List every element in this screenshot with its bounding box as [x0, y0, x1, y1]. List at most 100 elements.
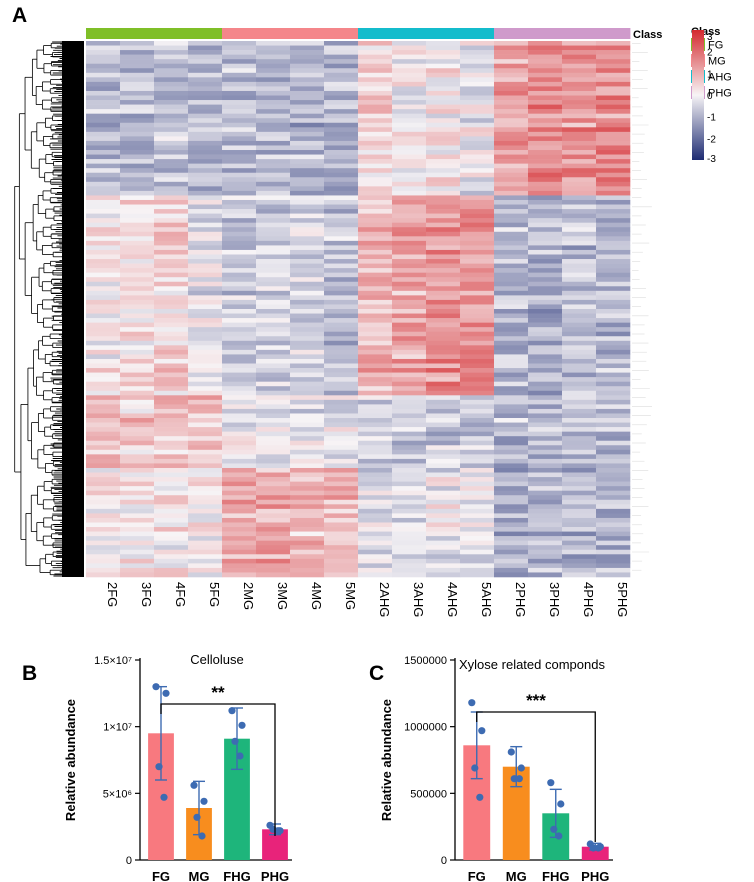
heatmap-cell — [460, 472, 495, 478]
heatmap-cell — [596, 186, 631, 192]
heatmap-cell — [426, 513, 461, 519]
heatmap-cell — [86, 163, 121, 169]
heatmap-cell — [222, 549, 257, 555]
y-tick-label: 1×10⁷ — [103, 722, 132, 734]
heatmap-cell — [188, 286, 223, 292]
heatmap-cell — [494, 145, 529, 151]
heatmap-cell — [154, 517, 189, 523]
heatmap-cell — [528, 304, 563, 310]
heatmap-cell — [188, 508, 223, 514]
heatmap-cell — [290, 549, 325, 555]
heatmap-cell — [358, 377, 393, 382]
heatmap-cell — [528, 45, 563, 51]
heatmap-cell — [222, 567, 257, 573]
heatmap-cell — [154, 299, 189, 305]
heatmap-cell — [154, 345, 189, 351]
heatmap-cell — [528, 345, 563, 351]
heatmap-cell — [324, 86, 359, 92]
heatmap-cell — [86, 240, 121, 246]
heatmap-cell — [358, 140, 393, 146]
heatmap-cell — [290, 299, 325, 305]
heatmap-cell — [596, 313, 631, 319]
significance-bracket — [476, 711, 596, 842]
heatmap-cell — [358, 259, 393, 264]
heatmap-cell — [460, 422, 495, 428]
heatmap-cell — [222, 172, 257, 178]
heatmap-cell — [290, 536, 325, 541]
heatmap-cell — [120, 281, 155, 287]
heatmap-cell — [222, 190, 257, 196]
heatmap-cell — [222, 531, 257, 537]
heatmap-cell — [324, 386, 359, 392]
heatmap-cell — [358, 295, 393, 301]
heatmap-cell — [358, 309, 393, 314]
heatmap-cell — [86, 254, 121, 260]
heatmap-cell — [426, 368, 461, 373]
heatmap-cell — [460, 486, 495, 491]
column-label: 3PHG — [547, 582, 562, 617]
heatmap-cell — [460, 454, 495, 460]
heatmap-cell — [256, 486, 291, 491]
heatmap-cell — [596, 531, 631, 537]
heatmap-cell — [324, 195, 359, 201]
heatmap-cell — [222, 181, 257, 187]
heatmap-cell — [188, 140, 223, 146]
heatmap-cell — [596, 504, 631, 510]
heatmap-cell — [528, 358, 563, 364]
heatmap-cell — [86, 536, 121, 541]
heatmap-cell — [460, 467, 495, 473]
heatmap-cell — [528, 268, 563, 273]
heatmap-cell — [120, 290, 155, 296]
heatmap-cell — [86, 354, 121, 360]
heatmap-cell — [494, 95, 529, 101]
heatmap-cell — [256, 240, 291, 246]
heatmap-cell — [358, 222, 393, 228]
heatmap-cell — [188, 309, 223, 314]
heatmap-cell — [358, 313, 393, 319]
data-point-fhg — [557, 800, 565, 808]
heatmap-cell — [256, 318, 291, 323]
heatmap-cell — [120, 136, 155, 142]
heatmap-cell — [528, 472, 563, 478]
heatmap-cell — [460, 499, 495, 505]
heatmap-cell — [562, 295, 597, 301]
heatmap-cell — [494, 272, 529, 278]
heatmap-cell — [290, 272, 325, 278]
heatmap-cell — [120, 349, 155, 355]
heatmap-cell — [188, 231, 223, 237]
heatmap-cell — [392, 231, 427, 237]
heatmap-cell — [290, 427, 325, 432]
heatmap-cell — [426, 172, 461, 178]
heatmap-cell — [358, 408, 393, 414]
heatmap-cell — [324, 363, 359, 369]
heatmap-cell — [392, 100, 427, 105]
class-bar-segment-mg — [222, 28, 257, 39]
heatmap-cell — [324, 377, 359, 382]
heatmap-cell — [154, 499, 189, 505]
heatmap-cell — [188, 268, 223, 273]
heatmap-cell — [358, 254, 393, 260]
heatmap-cell — [528, 422, 563, 428]
heatmap-cell — [596, 236, 631, 242]
heatmap-cell — [154, 281, 189, 287]
heatmap-cell — [324, 172, 359, 178]
y-tick-label: 1500000 — [404, 655, 447, 667]
heatmap-cell — [290, 59, 325, 65]
heatmap-cell — [494, 231, 529, 237]
heatmap-cell — [562, 159, 597, 164]
heatmap-cell — [86, 427, 121, 432]
heatmap-cell — [460, 222, 495, 228]
heatmap-cell — [426, 322, 461, 328]
heatmap-cell — [86, 318, 121, 323]
heatmap-cell — [256, 140, 291, 146]
heatmap-cell — [426, 213, 461, 219]
heatmap-cell — [86, 363, 121, 369]
heatmap-cell — [358, 395, 393, 401]
heatmap-cell — [86, 399, 121, 405]
heatmap-cell — [324, 54, 359, 60]
heatmap-cell — [120, 168, 155, 174]
heatmap-cell — [324, 309, 359, 314]
heatmap-cell — [596, 436, 631, 442]
heatmap-cell — [188, 354, 223, 360]
heatmap-cell — [154, 408, 189, 414]
